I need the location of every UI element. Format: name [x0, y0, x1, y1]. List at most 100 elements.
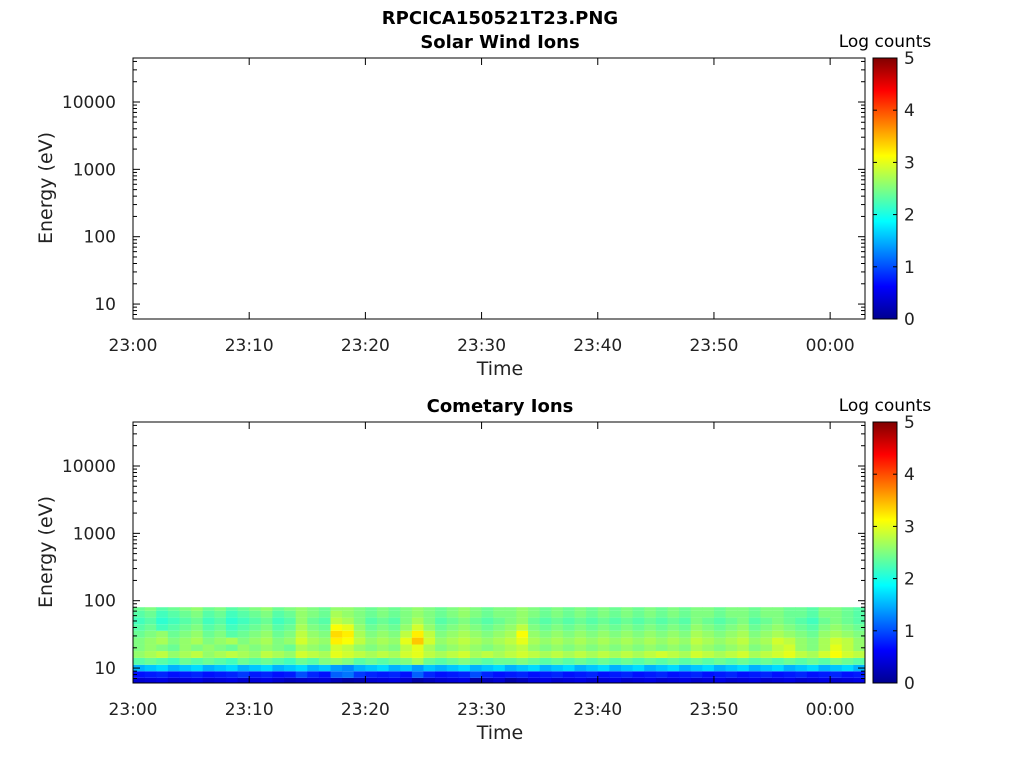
heatmap-cell [853, 624, 866, 631]
heatmap-cell [783, 607, 796, 611]
heatmap-cell [342, 664, 355, 672]
colorbar-tick-label: 0 [904, 310, 915, 330]
heatmap-cell [144, 624, 157, 631]
heatmap-cell [330, 630, 343, 638]
heatmap-cell [504, 644, 517, 652]
heatmap-cell [586, 657, 599, 665]
heatmap-cell [295, 644, 308, 652]
colorbar-cometary: 0 1 2 3 4 5 [872, 413, 915, 694]
heatmap-cell [760, 610, 773, 618]
heatmap-cell [551, 644, 564, 652]
heatmap-cell [795, 610, 808, 618]
heatmap-cell [504, 671, 517, 678]
heatmap-cell [377, 644, 390, 652]
colorbar-tick-label: 1 [904, 622, 915, 642]
heatmap-cell [841, 607, 854, 611]
heatmap-cell [237, 607, 250, 611]
heatmap-cell [586, 644, 599, 652]
y-axis-label-solar-wind: Energy (eV) [35, 132, 57, 244]
heatmap-cell [562, 617, 575, 625]
heatmap-cell [295, 664, 308, 672]
heatmap-cell [841, 677, 854, 683]
heatmap-cell [167, 610, 180, 618]
colorbar-tick-label: 2 [904, 206, 915, 226]
heatmap-cell [504, 677, 517, 683]
heatmap-cell [609, 637, 622, 645]
heatmap-cell [725, 677, 738, 683]
heatmap-cell [179, 657, 192, 665]
heatmap-cell [597, 624, 610, 631]
heatmap-cell [818, 657, 831, 665]
heatmap-cell [783, 644, 796, 652]
heatmap-cell [284, 630, 297, 638]
heatmap-cell [632, 671, 645, 678]
heatmap-cell [528, 664, 541, 672]
heatmap-cell [144, 657, 157, 665]
heatmap-cell [806, 637, 819, 645]
heatmap-cell [318, 630, 331, 638]
heatmap-cell [249, 677, 262, 683]
heatmap-cell [272, 657, 285, 665]
heatmap-cell [191, 671, 204, 678]
heatmap-cell [318, 617, 331, 625]
heatmap-cell [214, 651, 227, 658]
heatmap-cell [562, 630, 575, 638]
heatmap-cell [679, 630, 692, 638]
heatmap-cell [679, 657, 692, 665]
heatmap-cell [342, 630, 355, 638]
colorbar-solar-wind: 0 1 2 3 4 5 [872, 49, 915, 330]
heatmap-cell [597, 677, 610, 683]
heatmap-cell [806, 617, 819, 625]
heatmap-cell [516, 677, 529, 683]
heatmap-cell [632, 657, 645, 665]
heatmap-cell [133, 624, 146, 631]
heatmap-cell [516, 610, 529, 618]
heatmap-cell [481, 607, 494, 611]
heatmap-cell [830, 657, 843, 665]
heatmap-cell [446, 657, 459, 665]
heatmap-cell [411, 630, 424, 638]
heatmap-cell [713, 630, 726, 638]
heatmap-cell [655, 617, 668, 625]
heatmap-cell [423, 610, 436, 618]
heatmap-cell [400, 644, 413, 652]
heatmap-cell [342, 671, 355, 678]
y-tick-label: 10000 [62, 93, 116, 113]
heatmap-cell [330, 617, 343, 625]
heatmap-cell [748, 677, 761, 683]
heatmap-cell [737, 664, 750, 672]
heatmap-cell [330, 644, 343, 652]
heatmap-cell [586, 671, 599, 678]
heatmap-cell [574, 637, 587, 645]
heatmap-cell [679, 671, 692, 678]
heatmap-cell [481, 644, 494, 652]
heatmap-cell [818, 624, 831, 631]
heatmap-cell [632, 651, 645, 658]
heatmap-cell [760, 671, 773, 678]
heatmap-cell [260, 607, 273, 611]
heatmap-cell [679, 651, 692, 658]
heatmap-cell [632, 630, 645, 638]
heatmap-cell [609, 630, 622, 638]
heatmap-cell [435, 657, 448, 665]
heatmap-cell [551, 657, 564, 665]
heatmap-cell [377, 630, 390, 638]
heatmap-cell [655, 657, 668, 665]
heatmap-cell [191, 651, 204, 658]
heatmap-cell [469, 644, 482, 652]
heatmap-cell [783, 610, 796, 618]
heatmap-cell [400, 617, 413, 625]
heatmap-cell [179, 677, 192, 683]
heatmap-cell [830, 610, 843, 618]
heatmap-cell [144, 607, 157, 611]
heatmap-cell [737, 617, 750, 625]
heatmap-cell [667, 630, 680, 638]
heatmap-cell [690, 651, 703, 658]
heatmap-cell [411, 637, 424, 645]
heatmap-cell [597, 651, 610, 658]
heatmap-cell [806, 677, 819, 683]
heatmap-cell [469, 607, 482, 611]
heatmap-cell [446, 651, 459, 658]
heatmap-cell [353, 637, 366, 645]
heatmap-cell [411, 617, 424, 625]
